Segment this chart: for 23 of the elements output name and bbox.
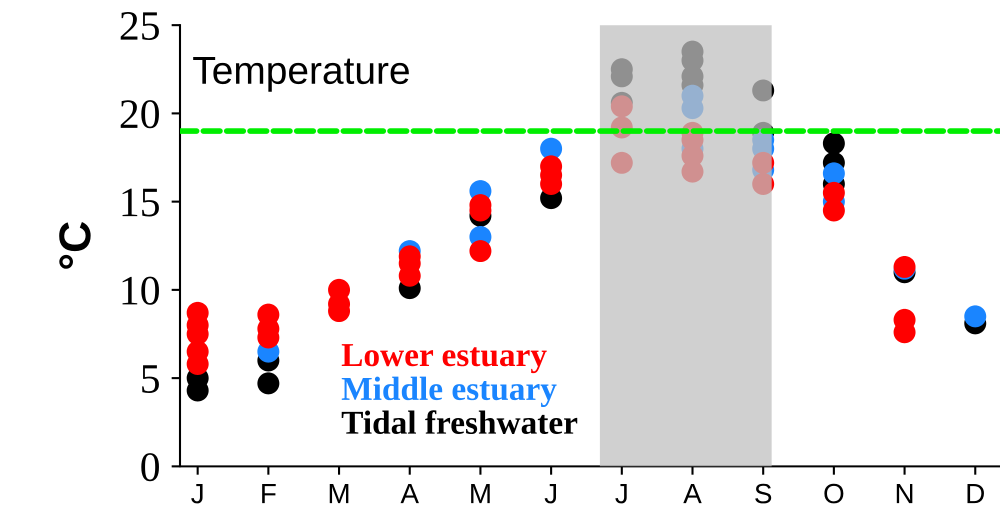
text: Temperature	[193, 56, 409, 92]
x-tick-label: A	[683, 484, 702, 504]
x-tick-label: J	[544, 484, 556, 504]
y-axis-title: °C	[59, 222, 91, 269]
x-tick-label: O	[824, 484, 844, 504]
x-tick-label: S	[755, 484, 772, 504]
x-tick-label: J	[191, 484, 203, 504]
series-label: Lower estuary	[342, 344, 547, 374]
y-tick-label: 15	[122, 188, 159, 216]
x-tick-label: M	[330, 484, 348, 504]
x-tick-label: D	[968, 484, 984, 504]
y-tick-label: 10	[122, 276, 159, 305]
y-tick-label: 0	[141, 453, 159, 482]
y-tick-label: 20	[120, 100, 159, 128]
x-tick-label: M	[471, 484, 490, 504]
text: Middle estuary	[342, 376, 557, 408]
x-tick-label: A	[400, 484, 419, 504]
x-tick-label: F	[262, 484, 276, 504]
y-tick-label: 5	[142, 365, 159, 393]
x-tick-label: J	[615, 484, 627, 504]
y-tick-label: 25	[120, 12, 159, 40]
text: Tidal freshwater	[342, 410, 578, 434]
x-tick-label: N	[896, 484, 912, 504]
